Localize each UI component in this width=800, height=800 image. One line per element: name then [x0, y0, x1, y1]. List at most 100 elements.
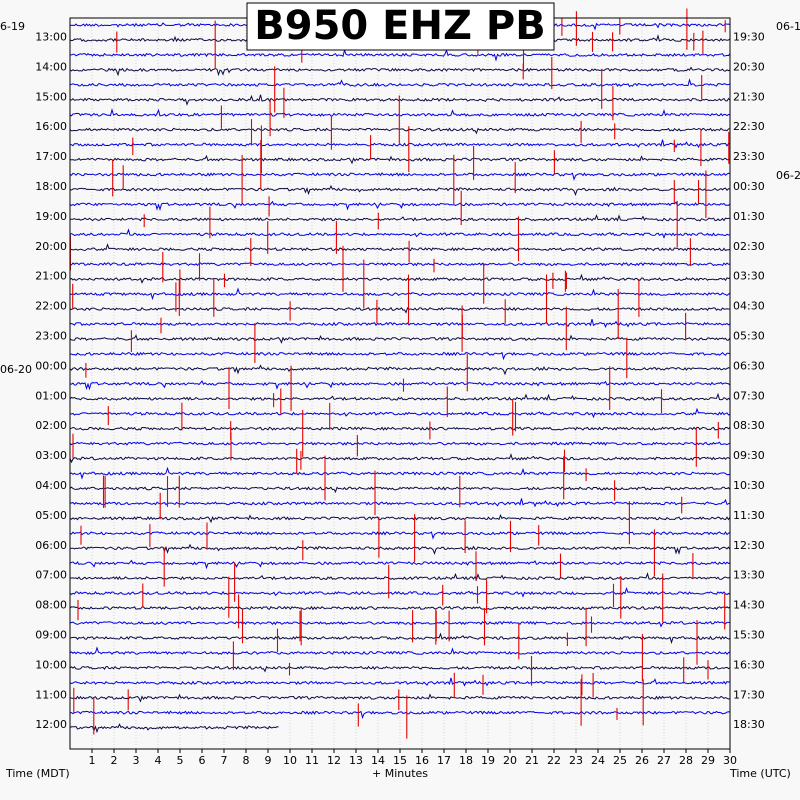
- left-hour-label: 06:00: [35, 539, 67, 552]
- chart-title: B950 EHZ PB: [254, 3, 545, 49]
- trace-line: [69, 318, 731, 328]
- left-hour-label: 18:00: [35, 180, 67, 193]
- trace-line: [69, 543, 731, 555]
- left-hour-label: 00:00: [35, 359, 67, 372]
- trace-line: [69, 392, 731, 402]
- trace-line: [69, 127, 731, 135]
- left-date-label-1: 6-19: [0, 20, 25, 33]
- right-hour-labels: 19:30 20:30 21:30 22:30 23:30 00:30 01:30 02:30…: [733, 31, 765, 732]
- left-hour-label: 07:00: [35, 569, 67, 582]
- x-axis-ticks: 1 2 3 4 5 6 7 8 9 10 11 12 13 14 15 16 17 18 19 20 21 22 23 24 2…: [89, 749, 737, 767]
- trace-line: [69, 214, 730, 222]
- left-hour-label: 14:00: [35, 60, 67, 73]
- trace-line: [69, 380, 731, 391]
- right-hour-label: 23:30: [733, 150, 765, 163]
- x-tick-label: 26: [635, 754, 649, 767]
- trace-line: [70, 48, 731, 62]
- x-tick-label: 11: [305, 754, 319, 767]
- right-axis-label: Time (UTC): [729, 767, 791, 780]
- minute-grid: [91, 18, 709, 749]
- left-hour-label: 15:00: [35, 90, 67, 103]
- left-hour-label: 19:00: [35, 210, 67, 223]
- right-hour-label: 03:30: [733, 270, 765, 283]
- right-date-label-1: 06-1: [776, 20, 800, 33]
- trace-line: [69, 605, 731, 611]
- left-hour-label: 17:00: [35, 150, 67, 163]
- left-hour-label: 11:00: [35, 688, 67, 701]
- x-tick-label: 16: [415, 754, 429, 767]
- trace-line: [69, 498, 731, 508]
- left-hour-label: 03:00: [35, 449, 67, 462]
- x-tick-label: 28: [679, 754, 693, 767]
- right-hour-label: 21:30: [733, 90, 765, 103]
- left-hour-label: 12:00: [35, 718, 67, 731]
- trace-line: [69, 243, 731, 252]
- x-tick-label: 22: [547, 754, 561, 767]
- trace-line: [69, 620, 731, 628]
- left-hour-label: 04:00: [35, 479, 67, 492]
- right-hour-label: 13:30: [733, 569, 765, 582]
- trace-line: [69, 154, 731, 165]
- right-hour-label: 16:30: [733, 658, 765, 671]
- trace-line: [69, 334, 731, 344]
- trace-line: [69, 466, 731, 480]
- right-hour-label: 17:30: [733, 688, 765, 701]
- x-tick-label: 1: [89, 754, 96, 767]
- right-hour-label: 01:30: [733, 210, 765, 223]
- right-hour-label: 00:30: [733, 180, 765, 193]
- right-hour-label: 19:30: [733, 31, 765, 44]
- left-hour-label: 09:00: [35, 628, 67, 641]
- right-hour-label: 14:30: [733, 599, 765, 612]
- right-hour-label: 18:30: [733, 718, 765, 731]
- left-hour-label: 20:00: [35, 240, 67, 253]
- x-tick-label: 5: [177, 754, 184, 767]
- trace-line: [69, 108, 731, 117]
- right-hour-label: 06:30: [733, 359, 765, 372]
- right-date-label-2: 06-2: [776, 169, 800, 182]
- trace-line: [69, 262, 731, 267]
- right-hour-label: 02:30: [733, 240, 765, 253]
- right-hour-label: 10:30: [733, 479, 765, 492]
- left-hour-label: 21:00: [35, 270, 67, 283]
- x-tick-label: 21: [525, 754, 539, 767]
- trace-line: [69, 693, 731, 703]
- trace-line: [69, 351, 731, 361]
- left-hour-labels: 13:00 14:00 15:00 16:00 17:00 18:00 19:00 20:00…: [35, 31, 67, 732]
- x-tick-label: 27: [657, 754, 671, 767]
- x-tick-label: 30: [723, 754, 737, 767]
- trace-line: [69, 677, 731, 687]
- x-tick-label: 10: [283, 754, 297, 767]
- trace-line: [69, 426, 731, 431]
- x-tick-label: 15: [393, 754, 407, 767]
- x-tick-label: 23: [569, 754, 583, 767]
- trace-line: [69, 200, 731, 212]
- trace-line: [69, 184, 731, 197]
- right-hour-label: 09:30: [733, 449, 765, 462]
- right-hour-label: 20:30: [733, 60, 765, 73]
- x-tick-label: 9: [265, 754, 272, 767]
- event-layer: [69, 5, 730, 739]
- right-hour-label: 15:30: [733, 628, 765, 641]
- left-hour-label: 16:00: [35, 120, 67, 133]
- trace-line: [69, 287, 731, 301]
- title-box: [246, 2, 555, 51]
- trace-line: [69, 453, 731, 464]
- left-date-label-2: 06-20: [0, 363, 32, 376]
- x-tick-label: 24: [591, 754, 605, 767]
- trace-line: [69, 139, 731, 149]
- x-tick-label: 25: [613, 754, 627, 767]
- x-tick-label: 14: [371, 754, 385, 767]
- trace-line: [69, 586, 731, 598]
- right-hour-label: 04:30: [733, 300, 765, 313]
- trace-line: [69, 94, 731, 106]
- x-tick-label: 17: [437, 754, 451, 767]
- right-hour-label: 08:30: [733, 419, 765, 432]
- x-tick-label: 18: [459, 754, 473, 767]
- left-hour-label: 05:00: [35, 509, 67, 522]
- right-hour-label: 07:30: [733, 389, 765, 402]
- left-hour-label: 08:00: [35, 599, 67, 612]
- trace-line: [69, 665, 731, 673]
- left-hour-label: 10:00: [35, 658, 67, 671]
- left-hour-label: 01:00: [35, 389, 67, 402]
